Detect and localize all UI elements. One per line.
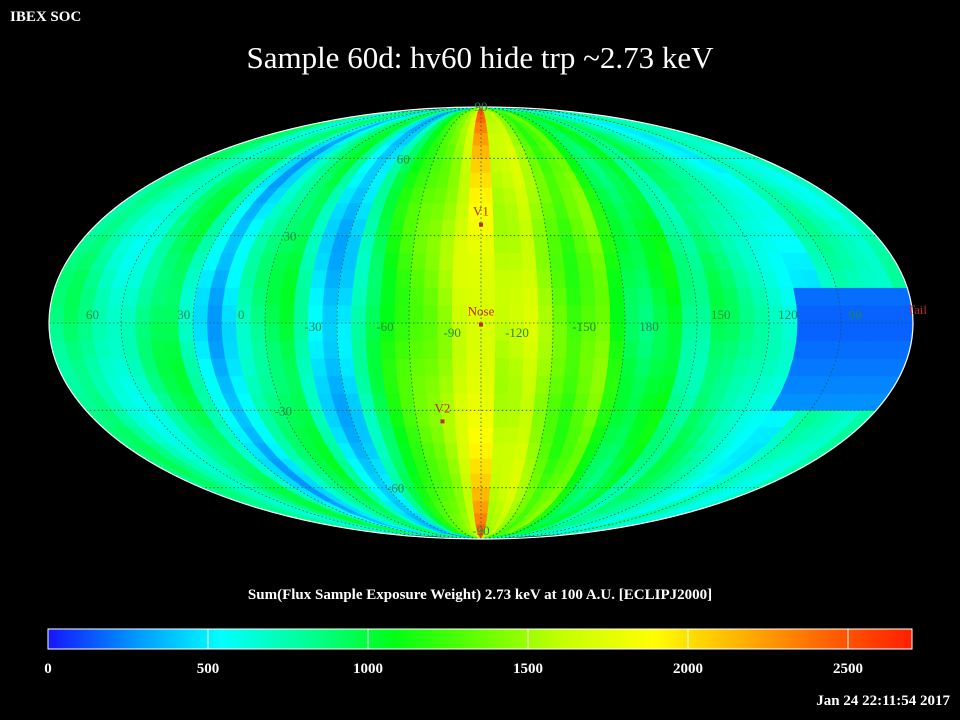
- longitude-tick-label: 30: [177, 307, 190, 322]
- corner-label: IBEX SOC: [10, 9, 82, 25]
- sky-map: 60 30 0 -30 -60 -90 -120 -150 180 150 120 90 90 60 30 -…: [48, 99, 927, 540]
- sky-map-labels: 60 30 0 -30 -60 -90 -120 -150 180 150 120 90 90 60 30 -…: [86, 99, 927, 538]
- latitude-tick-label: 60: [397, 151, 410, 166]
- latitude-tick-label: 90: [475, 99, 488, 114]
- sky-map-cells: [49, 107, 913, 539]
- longitude-tick-label: -150: [572, 319, 596, 334]
- map-outline: [48, 106, 914, 540]
- marker-label-v1: V1: [473, 204, 489, 219]
- marker-v1: [479, 222, 483, 227]
- latitude-tick-label: -60: [387, 481, 404, 496]
- colorbar-tick-label: 1500: [513, 661, 543, 677]
- colorbar-tick-label: 1000: [353, 661, 383, 677]
- heatmap-cell: [896, 322, 913, 342]
- colorbar-tick-label: 500: [197, 661, 220, 677]
- colorbar-tick-label: 0: [44, 661, 52, 677]
- longitude-tick-label: 150: [711, 307, 731, 322]
- marker-label-nose: Nose: [468, 304, 495, 319]
- longitude-tick-label: 0: [238, 307, 245, 322]
- colorbar-tick-label: 2500: [833, 661, 863, 677]
- marker-nose: [479, 322, 483, 327]
- colorbar-bar: [47, 628, 913, 650]
- longitude-tick-label: -30: [304, 319, 321, 334]
- colorbar-title: Sum(Flux Sample Exposure Weight) 2.73 ke…: [247, 587, 713, 603]
- latitude-tick-label: -30: [275, 403, 292, 418]
- sky-map-markers: [440, 222, 483, 424]
- longitude-tick-label: -60: [376, 319, 393, 334]
- longitude-tick-label: -90: [444, 325, 461, 340]
- latitude-tick-label: 30: [284, 229, 297, 244]
- longitude-tick-label: -120: [505, 325, 529, 340]
- colorbar-tick-label: 2000: [673, 661, 703, 677]
- marker-label-v2: V2: [435, 400, 451, 415]
- meridian-line: [336, 107, 482, 539]
- meridian-line: [120, 107, 482, 539]
- marker-label-tail: Tail: [907, 302, 927, 317]
- latitude-tick-label: -90: [472, 523, 489, 538]
- page-title: Sample 60d: hv60 hide trp ~2.73 keV: [246, 40, 714, 75]
- marker-v2: [440, 419, 445, 424]
- colorbar-ticks: 0 500 1000 1500 2000 2500: [44, 629, 863, 677]
- longitude-tick-label: 60: [86, 307, 99, 322]
- timestamp: Jan 24 22:11:54 2017: [816, 693, 950, 709]
- longitude-tick-label: 120: [778, 307, 798, 322]
- longitude-tick-label: 180: [639, 319, 659, 334]
- longitude-tick-label: 90: [849, 307, 862, 322]
